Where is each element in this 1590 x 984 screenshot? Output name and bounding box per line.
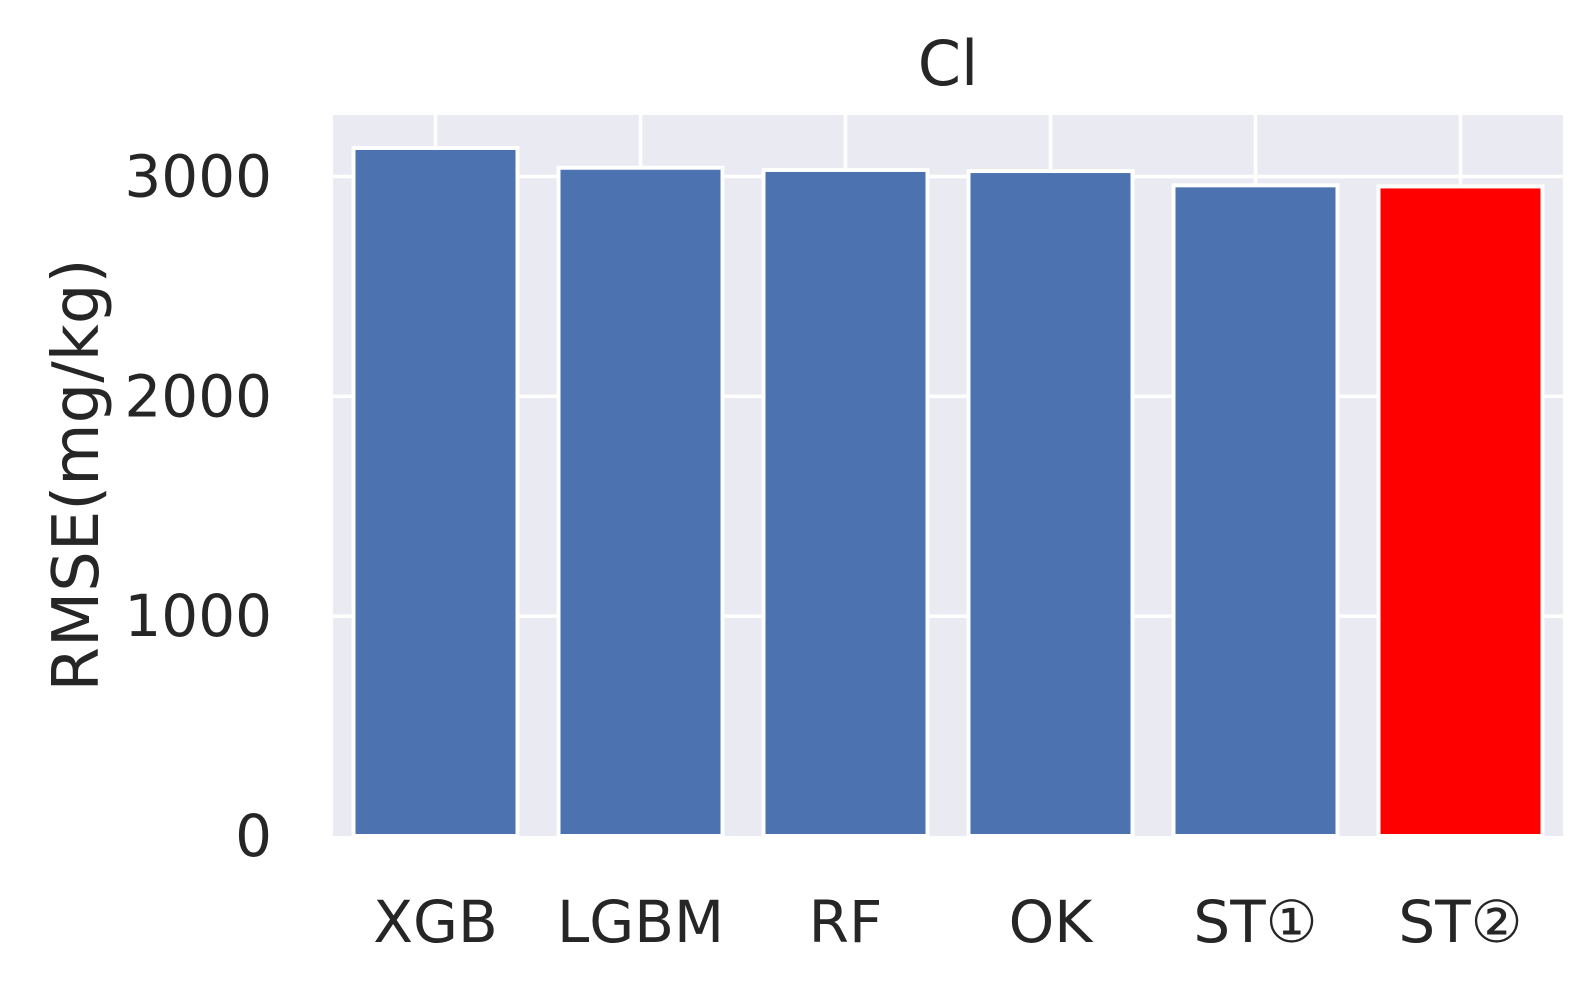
bar-2 (556, 165, 725, 838)
x-tick-label: ST① (1193, 888, 1317, 956)
bars (351, 145, 1545, 839)
bar-3 (761, 167, 930, 838)
y-tick-label: 0 (235, 802, 272, 870)
x-tick-label: LGBM (557, 888, 724, 956)
x-tick-label: XGB (373, 888, 497, 956)
y-axis-label: RMSE(mg/kg) (40, 259, 114, 692)
y-tick-labels: 0 1000 2000 3000 (124, 143, 272, 870)
bar-5 (1171, 183, 1340, 838)
chart-title: Cl (918, 27, 979, 100)
x-tick-labels: XGB LGBM RF OK ST① ST② (373, 888, 1522, 956)
plot-area (333, 115, 1563, 836)
y-gridlines (333, 174, 1563, 618)
bar-1 (351, 145, 520, 839)
x-tick-label: RF (809, 888, 883, 956)
bar-6 (1376, 184, 1545, 838)
y-tick-label: 1000 (124, 582, 272, 650)
x-tick-label: OK (1009, 888, 1095, 956)
y-tick-label: 3000 (124, 143, 272, 211)
x-tick-label: ST② (1398, 888, 1522, 956)
y-tick-label: 2000 (124, 362, 272, 430)
bar-4 (966, 169, 1135, 839)
